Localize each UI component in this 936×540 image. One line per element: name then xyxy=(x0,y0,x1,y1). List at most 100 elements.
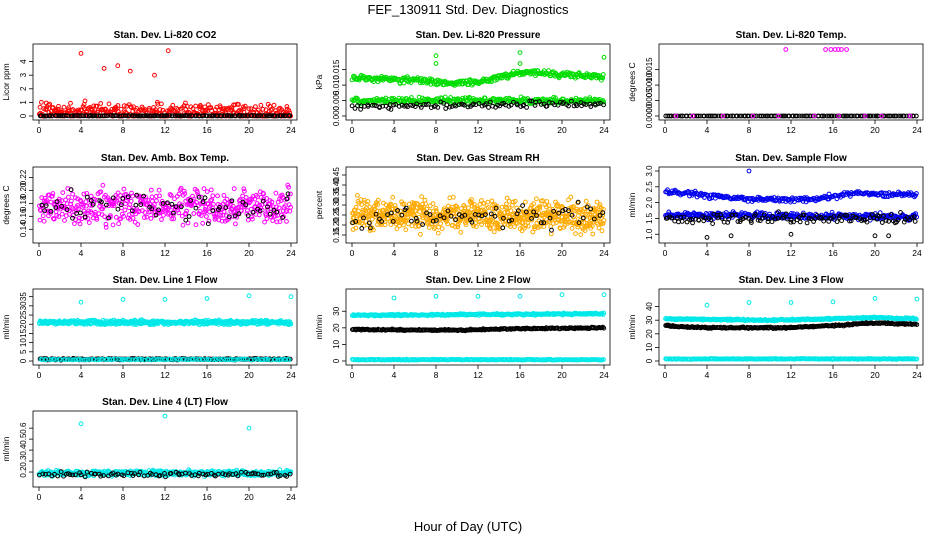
data-point xyxy=(162,297,168,302)
data-point xyxy=(175,107,181,112)
data-point xyxy=(274,219,280,225)
data-point xyxy=(276,205,282,211)
data-point xyxy=(131,113,137,119)
data-point xyxy=(267,211,273,217)
data-points xyxy=(663,47,919,119)
data-point xyxy=(169,201,175,207)
data-point xyxy=(186,214,192,219)
data-point xyxy=(886,233,891,239)
data-point xyxy=(430,201,436,207)
y-tick-label: 0.015 xyxy=(332,59,341,80)
data-point xyxy=(217,205,222,210)
data-point xyxy=(229,113,235,119)
data-point xyxy=(68,187,74,193)
data-point xyxy=(836,113,842,119)
data-point xyxy=(491,229,497,235)
data-point xyxy=(890,113,896,119)
data-point xyxy=(98,101,104,106)
data-point xyxy=(210,208,216,213)
data-point xyxy=(120,297,126,302)
data-point xyxy=(208,187,214,193)
data-point xyxy=(524,69,530,74)
y-tick-label: 1.5 xyxy=(645,212,654,224)
data-point xyxy=(525,223,531,229)
data-point xyxy=(778,113,784,119)
data-point xyxy=(171,216,177,222)
data-point xyxy=(355,96,360,102)
y-tick-label: 35 xyxy=(19,292,28,301)
data-point xyxy=(834,113,840,119)
data-point xyxy=(595,101,601,107)
data-point xyxy=(820,113,825,119)
data-point xyxy=(419,194,425,200)
data-series xyxy=(349,98,606,112)
data-point xyxy=(250,216,255,222)
data-point xyxy=(103,192,108,198)
chart-title: Stan. Dev. Line 1 Flow xyxy=(113,275,218,286)
data-point xyxy=(811,113,817,119)
data-point xyxy=(44,106,49,112)
data-point xyxy=(146,105,152,111)
data-point xyxy=(199,213,204,218)
data-point xyxy=(873,113,879,119)
data-point xyxy=(573,231,578,237)
data-point xyxy=(72,221,77,227)
data-point xyxy=(148,187,154,193)
data-point xyxy=(218,213,224,218)
data-point xyxy=(229,107,235,113)
data-point xyxy=(250,209,256,215)
data-point xyxy=(352,106,358,111)
data-point xyxy=(103,221,109,227)
data-point xyxy=(233,221,238,227)
data-point xyxy=(722,113,728,119)
data-point xyxy=(48,209,54,214)
data-point xyxy=(676,219,681,225)
data-point xyxy=(788,231,794,237)
data-point xyxy=(797,113,802,119)
data-point xyxy=(243,195,249,200)
x-tick-label: 24 xyxy=(286,125,296,135)
data-point xyxy=(277,219,283,225)
x-tick-label: 12 xyxy=(160,248,170,258)
data-point xyxy=(204,214,209,219)
data-point xyxy=(872,233,878,239)
data-point xyxy=(126,205,132,211)
data-point xyxy=(82,98,88,104)
data-point xyxy=(122,103,127,109)
data-point xyxy=(352,210,358,216)
data-point xyxy=(164,113,170,118)
data-point xyxy=(219,218,225,224)
data-point xyxy=(40,213,46,219)
data-point xyxy=(153,113,159,118)
data-point xyxy=(901,113,907,119)
y-tick-label: 10 xyxy=(19,338,28,347)
data-point xyxy=(868,113,874,119)
data-point xyxy=(734,113,740,119)
data-point xyxy=(142,113,148,119)
data-point xyxy=(168,193,174,198)
data-point xyxy=(103,113,109,119)
x-tick-label: 8 xyxy=(747,125,752,135)
data-point xyxy=(37,104,43,110)
data-point xyxy=(62,218,67,223)
data-point xyxy=(862,113,868,119)
y-tick-label: 0.45 xyxy=(332,167,341,183)
data-point xyxy=(44,198,50,204)
x-tick-label: 16 xyxy=(202,370,212,380)
x-tick-label: 8 xyxy=(121,248,126,258)
data-point xyxy=(59,203,64,209)
data-point xyxy=(898,113,904,119)
data-point xyxy=(138,113,144,119)
data-point xyxy=(555,102,561,108)
data-point xyxy=(178,185,184,191)
x-tick-label: 0 xyxy=(350,125,355,135)
data-point xyxy=(356,208,361,214)
data-point xyxy=(156,187,162,193)
data-point xyxy=(517,61,523,66)
data-point xyxy=(667,113,673,119)
data-point xyxy=(690,113,696,119)
x-tick-label: 12 xyxy=(473,248,483,258)
data-point xyxy=(746,168,752,174)
